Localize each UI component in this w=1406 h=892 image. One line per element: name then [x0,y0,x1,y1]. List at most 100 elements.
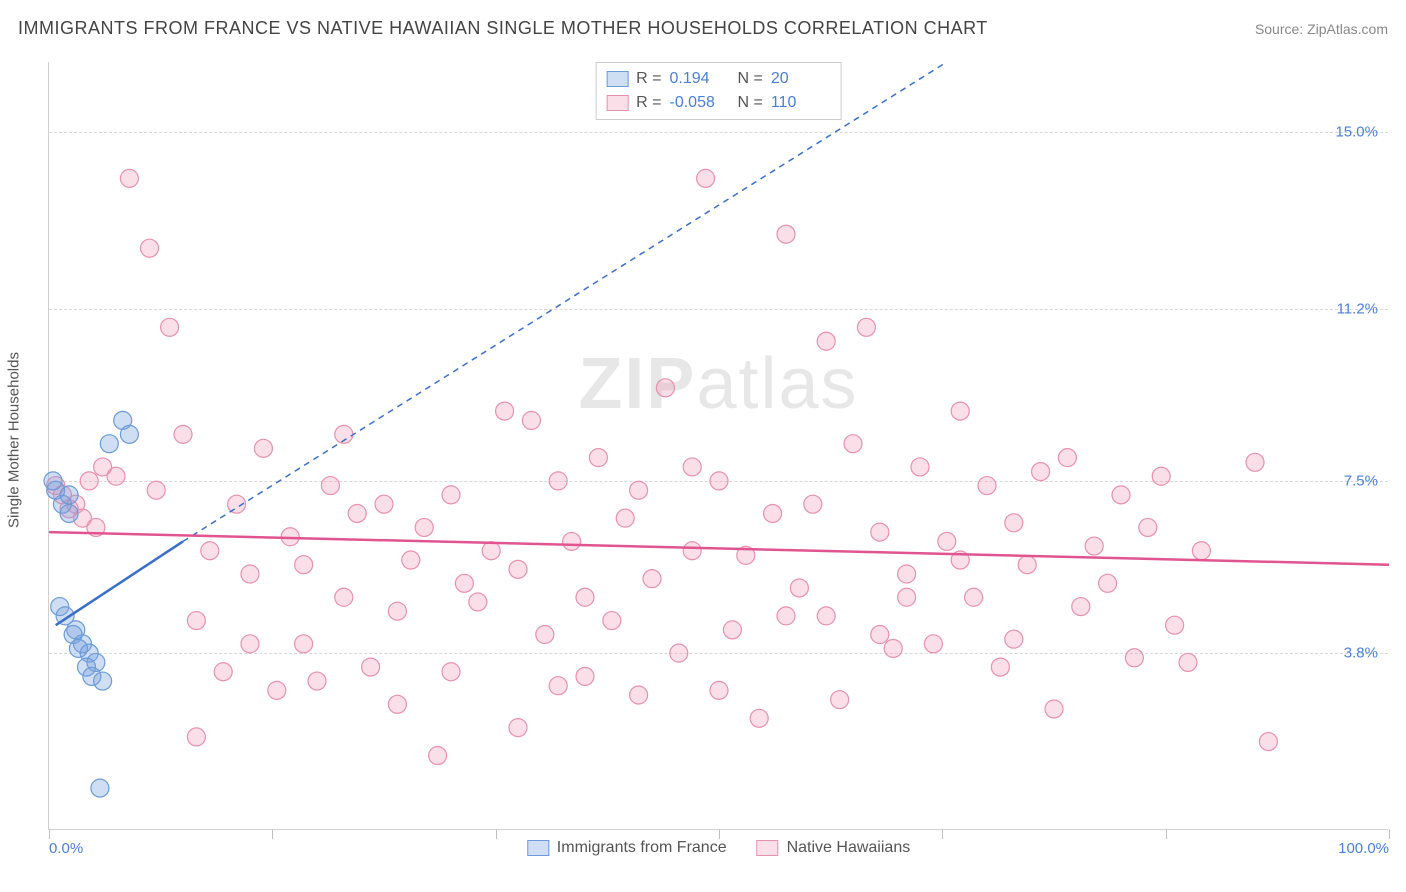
data-point-hawaiian [536,626,554,644]
xtick-label: 0.0% [49,840,83,857]
data-point-hawaiian [1045,700,1063,718]
data-point-hawaiian [348,504,366,522]
data-point-hawaiian [509,560,527,578]
data-point-hawaiian [576,588,594,606]
data-point-hawaiian [549,677,567,695]
header: IMMIGRANTS FROM FRANCE VS NATIVE HAWAIIA… [18,18,1388,39]
data-point-hawaiian [335,588,353,606]
data-point-hawaiian [630,481,648,499]
data-point-hawaiian [141,239,159,257]
data-point-hawaiian [509,719,527,737]
data-point-hawaiian [402,551,420,569]
data-point-hawaiian [1192,542,1210,560]
data-point-hawaiian [455,574,473,592]
data-point-hawaiian [978,477,996,495]
data-point-hawaiian [1099,574,1117,592]
legend-item-france: Immigrants from France [527,839,727,857]
data-point-hawaiian [442,663,460,681]
data-point-hawaiian [898,588,916,606]
data-point-hawaiian [723,621,741,639]
data-point-hawaiian [201,542,219,560]
data-point-hawaiian [710,472,728,490]
plot-area: ZIPatlas 3.8%7.5%11.2%15.0% 0.0%100.0% R… [48,62,1388,830]
data-point-hawaiian [777,607,795,625]
data-point-hawaiian [1085,537,1103,555]
data-point-hawaiian [522,411,540,429]
data-point-hawaiian [1058,449,1076,467]
data-point-hawaiian [643,570,661,588]
data-point-hawaiian [1179,653,1197,671]
data-point-hawaiian [241,565,259,583]
data-point-hawaiian [1032,463,1050,481]
data-point-hawaiian [871,626,889,644]
data-point-hawaiian [1259,733,1277,751]
data-point-hawaiian [697,169,715,187]
data-point-hawaiian [710,681,728,699]
data-point-hawaiian [965,588,983,606]
data-point-hawaiian [187,728,205,746]
swatch-hawaiian [757,840,779,856]
data-point-hawaiian [911,458,929,476]
data-point-hawaiian [683,542,701,560]
scatter-svg [49,62,1388,829]
data-point-hawaiian [496,402,514,420]
data-point-hawaiian [295,635,313,653]
data-point-hawaiian [268,681,286,699]
data-point-hawaiian [857,318,875,336]
data-point-hawaiian [630,686,648,704]
chart-title: IMMIGRANTS FROM FRANCE VS NATIVE HAWAIIA… [18,18,988,39]
data-point-hawaiian [576,667,594,685]
data-point-hawaiian [1246,453,1264,471]
data-point-france [44,472,62,490]
data-point-hawaiian [884,639,902,657]
data-point-hawaiian [603,612,621,630]
y-axis-label: Single Mother Households [6,352,23,528]
data-point-hawaiian [442,486,460,504]
data-point-hawaiian [1139,518,1157,536]
data-point-hawaiian [388,602,406,620]
xtick-label: 100.0% [1338,840,1389,857]
data-point-hawaiian [295,556,313,574]
legend-row-hawaiian: R = -0.058 N = 110 [606,91,831,115]
data-point-hawaiian [683,458,701,476]
swatch-france [606,71,628,87]
data-point-hawaiian [844,435,862,453]
data-point-hawaiian [469,593,487,611]
data-point-hawaiian [549,472,567,490]
data-point-hawaiian [375,495,393,513]
swatch-hawaiian [606,95,628,111]
legend-row-france: R = 0.194 N = 20 [606,67,831,91]
data-point-hawaiian [898,565,916,583]
data-point-hawaiian [831,691,849,709]
data-point-hawaiian [161,318,179,336]
data-point-hawaiian [388,695,406,713]
data-point-hawaiian [174,425,192,443]
data-point-hawaiian [214,663,232,681]
data-point-hawaiian [482,542,500,560]
data-point-hawaiian [589,449,607,467]
data-point-hawaiian [80,472,98,490]
data-point-hawaiian [1125,649,1143,667]
data-point-hawaiian [563,532,581,550]
data-point-hawaiian [1152,467,1170,485]
data-point-france [100,435,118,453]
data-point-hawaiian [415,518,433,536]
data-point-france [91,779,109,797]
data-point-hawaiian [817,332,835,350]
data-point-france [120,425,138,443]
data-point-hawaiian [429,747,447,765]
data-point-hawaiian [777,225,795,243]
data-point-hawaiian [750,709,768,727]
data-point-hawaiian [308,672,326,690]
data-point-hawaiian [107,467,125,485]
data-point-hawaiian [1005,514,1023,532]
data-point-hawaiian [991,658,1009,676]
data-point-hawaiian [1018,556,1036,574]
data-point-hawaiian [362,658,380,676]
data-point-hawaiian [924,635,942,653]
data-point-hawaiian [938,532,956,550]
data-point-hawaiian [670,644,688,662]
data-point-hawaiian [254,439,272,457]
data-point-hawaiian [187,612,205,630]
data-point-hawaiian [241,635,259,653]
